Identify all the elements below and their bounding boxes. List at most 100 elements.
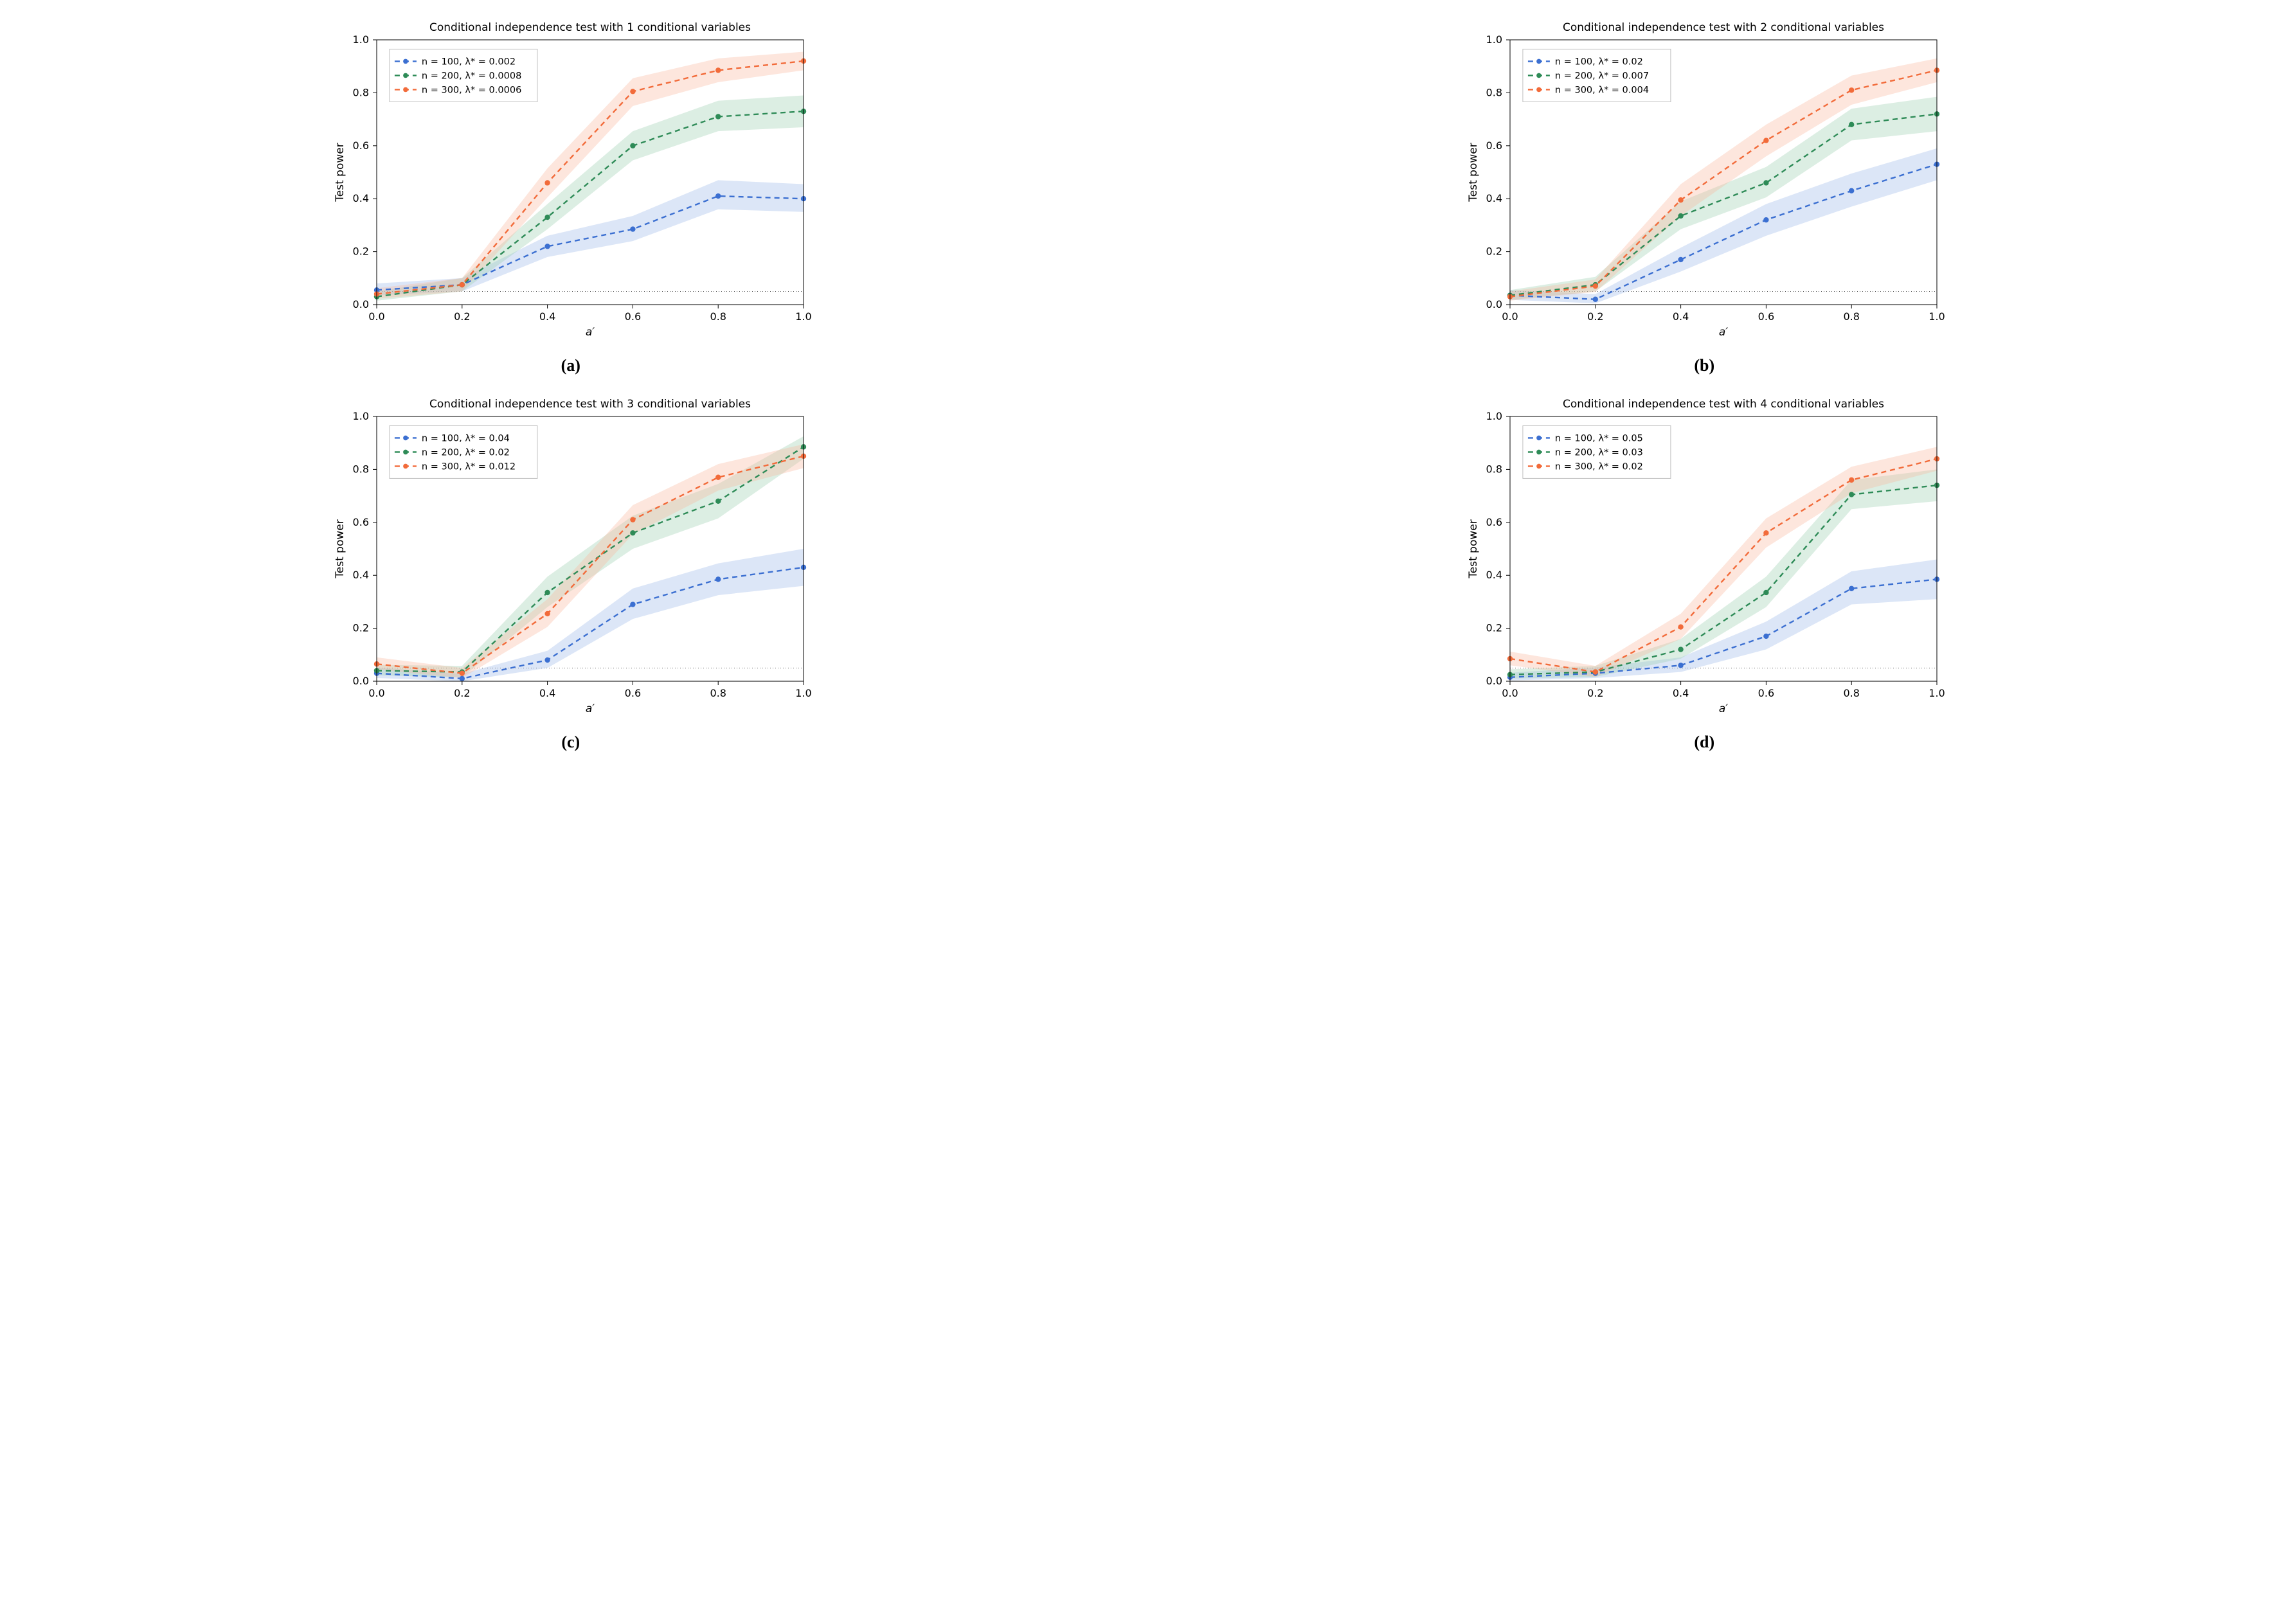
legend-swatch-marker (403, 73, 408, 78)
y-axis-label: Test power (334, 519, 346, 578)
series-marker-green (1763, 180, 1768, 185)
ytick-label: 0.6 (1486, 139, 1502, 152)
ytick-label: 0.8 (352, 86, 368, 98)
xtick-label: 1.0 (1929, 310, 1945, 323)
xtick-label: 0.8 (710, 687, 726, 699)
xtick-label: 0.8 (1844, 687, 1860, 699)
ytick-label: 0.0 (352, 298, 368, 310)
legend-label: n = 200, λ* = 0.03 (1555, 447, 1643, 458)
x-axis-label: a′ (1719, 702, 1728, 715)
panel-caption: (d) (1694, 733, 1714, 752)
series-marker-orange (1763, 530, 1768, 535)
panel-d: 0.00.20.40.60.81.00.00.20.40.60.81.0a′Te… (1155, 392, 2255, 752)
chart-svg: 0.00.20.40.60.81.00.00.20.40.60.81.0a′Te… (1460, 15, 1948, 350)
series-marker-blue (715, 193, 721, 199)
panel-caption: (a) (561, 356, 580, 375)
series-marker-blue (459, 676, 464, 681)
ytick-label: 0.4 (352, 192, 368, 204)
series-marker-blue (544, 244, 550, 249)
panel-a: 0.00.20.40.60.81.00.00.20.40.60.81.0a′Te… (21, 15, 1121, 375)
series-marker-green (544, 215, 550, 220)
xtick-label: 0.4 (539, 687, 555, 699)
xtick-label: 0.8 (710, 310, 726, 323)
figure-grid: 0.0 0.2 0.4 0.6 0.8 1.0 0.0 0.2 0.4 0.6 0.8 1.0 a′ Te… (0, 0, 2275, 760)
series-marker-orange (1593, 669, 1598, 674)
xtick-label: 0.6 (1758, 310, 1774, 323)
ytick-label: 1.0 (1486, 33, 1502, 46)
series-marker-blue (630, 226, 635, 231)
ytick-label: 0.2 (352, 622, 368, 634)
legend-swatch-marker (403, 450, 408, 455)
xtick-label: 0.2 (1587, 310, 1603, 323)
legend-swatch-marker (403, 464, 408, 469)
legend-label: n = 100, λ* = 0.02 (1555, 57, 1643, 67)
panel-c: 0.00.20.40.60.81.00.00.20.40.60.81.0a′Te… (21, 392, 1121, 752)
ytick-label: 0.6 (1486, 516, 1502, 528)
legend-swatch-marker (403, 436, 408, 441)
series-marker-blue (715, 576, 721, 582)
ytick-label: 0.8 (1486, 86, 1502, 98)
series-marker-green (1763, 590, 1768, 595)
y-axis-label: Test power (334, 143, 346, 202)
legend-label: n = 300, λ* = 0.012 (422, 461, 516, 472)
series-marker-green (715, 114, 721, 119)
ytick-label: 0.8 (1486, 463, 1502, 475)
legend-swatch-marker (403, 87, 408, 93)
x-axis-label: a′ (586, 326, 595, 339)
chart-title: Conditional independence test with 4 con… (1563, 398, 1884, 411)
legend-label: n = 300, λ* = 0.004 (1555, 85, 1649, 95)
series-marker-orange (1678, 624, 1684, 629)
chart-svg: 0.00.20.40.60.81.00.00.20.40.60.81.0a′Te… (1460, 392, 1948, 726)
xtick-label: 0.0 (368, 310, 384, 323)
xtick-label: 0.2 (454, 687, 470, 699)
y-axis-label: Test power (1467, 143, 1480, 202)
series-marker-blue (1849, 586, 1854, 591)
series-marker-orange (459, 670, 464, 675)
series-marker-blue (630, 602, 635, 607)
series-marker-blue (1849, 188, 1854, 193)
xtick-label: 0.4 (1673, 310, 1689, 323)
chart-title: Conditional independence test with 3 con… (429, 398, 751, 411)
ytick-label: 1.0 (352, 410, 368, 422)
legend-label: n = 300, λ* = 0.02 (1555, 461, 1643, 472)
series-marker-green (1678, 647, 1684, 652)
chart-svg: 0.00.20.40.60.81.00.00.20.40.60.81.0a′Te… (327, 15, 815, 350)
legend-swatch-marker (1536, 450, 1542, 455)
series-marker-green (1678, 213, 1684, 219)
legend-swatch-marker (1536, 87, 1542, 93)
series-marker-green (630, 530, 635, 535)
ytick-label: 0.0 (1486, 675, 1502, 687)
series-marker-orange (715, 475, 721, 480)
x-axis-label: a′ (1719, 326, 1728, 339)
xtick-label: 0.2 (454, 310, 470, 323)
series-marker-green (715, 499, 721, 504)
series-marker-blue (1763, 217, 1768, 222)
legend-swatch-marker (1536, 73, 1542, 78)
ytick-label: 0.6 (352, 139, 368, 152)
chart-svg: 0.00.20.40.60.81.00.00.20.40.60.81.0a′Te… (327, 392, 815, 726)
series-marker-blue (1678, 257, 1684, 262)
series-marker-green (544, 590, 550, 595)
ytick-label: 0.0 (1486, 298, 1502, 310)
legend-swatch-marker (1536, 464, 1542, 469)
x-axis-label: a′ (586, 702, 595, 715)
series-marker-blue (1593, 297, 1598, 302)
legend-label: n = 200, λ* = 0.007 (1555, 71, 1649, 81)
xtick-label: 0.4 (1673, 687, 1689, 699)
ytick-label: 0.4 (1486, 569, 1502, 581)
legend-label: n = 100, λ* = 0.05 (1555, 433, 1643, 443)
chart-title: Conditional independence test with 2 con… (1563, 21, 1884, 34)
xtick-label: 1.0 (795, 687, 811, 699)
ytick-label: 0.2 (352, 245, 368, 258)
xtick-label: 0.8 (1844, 310, 1860, 323)
ytick-label: 0.4 (352, 569, 368, 581)
series-marker-orange (1678, 197, 1684, 202)
xtick-label: 0.6 (624, 310, 640, 323)
xtick-label: 1.0 (795, 310, 811, 323)
series-marker-orange (1763, 138, 1768, 143)
xtick-label: 0.0 (368, 687, 384, 699)
series-marker-orange (544, 180, 550, 185)
ytick-label: 0.0 (352, 675, 368, 687)
series-marker-green (1849, 122, 1854, 127)
series-marker-blue (1763, 634, 1768, 639)
